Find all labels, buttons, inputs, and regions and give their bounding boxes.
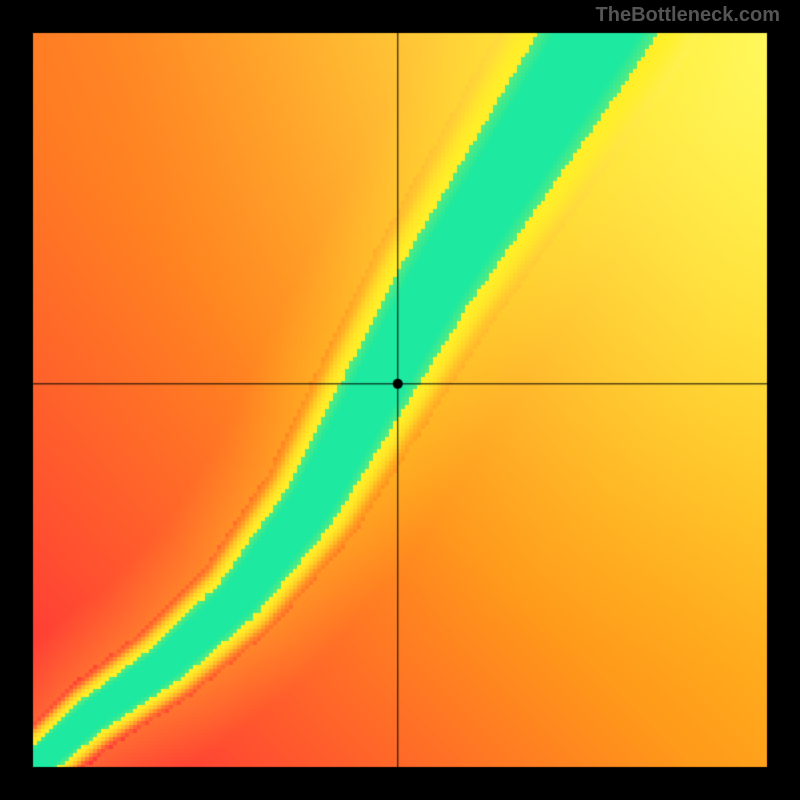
heatmap-canvas [0,0,800,800]
chart-container: TheBottleneck.com [0,0,800,800]
watermark-text: TheBottleneck.com [596,4,780,27]
